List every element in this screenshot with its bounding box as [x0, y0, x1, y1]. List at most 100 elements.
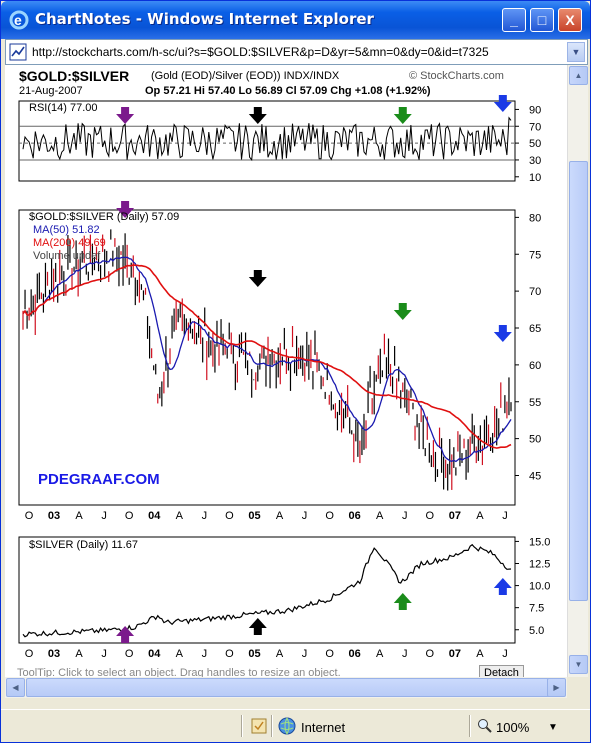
- status-bar: Internet 100% ▼: [1, 709, 590, 742]
- silver-xtick-label: J: [202, 648, 208, 660]
- price-xtick-label: O: [125, 510, 134, 522]
- price-xtick-label: A: [176, 510, 184, 522]
- price-xtick-label: J: [101, 510, 107, 522]
- price-down-arrow: [393, 303, 412, 320]
- silver-xtick-label: A: [75, 648, 83, 660]
- ma200-label: MA(200) 49.69: [33, 237, 106, 249]
- ma200-line: [22, 264, 512, 449]
- silver-label: $SILVER (Daily) 11.67: [29, 539, 139, 551]
- chart-graphic[interactable]: 10 30 50 70 90 45 50 55 60 65 70 75 80 5.0 7.5 10.0 12.5…: [5, 65, 567, 677]
- vertical-scrollbar[interactable]: ▲ ▼: [567, 65, 588, 677]
- rsi-down-arrow: [393, 107, 412, 124]
- chart-page: $GOLD:$SILVER (Gold (EOD)/Silver (EOD)) …: [5, 65, 567, 677]
- price-xtick-label: A: [376, 510, 384, 522]
- silver-xtick-label: A: [376, 648, 384, 660]
- rsi-ytick-label: 50: [529, 138, 541, 150]
- scroll-down-button[interactable]: ▼: [569, 655, 588, 674]
- rsi-ytick-label: 70: [529, 121, 541, 133]
- status-divider: [271, 715, 273, 737]
- silver-line: [22, 543, 512, 638]
- rsi-down-arrow: [493, 95, 512, 112]
- rsi-ytick-label: 10: [529, 172, 541, 184]
- silver-ytick-label: 12.5: [529, 559, 550, 571]
- tooltip-hint: ToolTip: Click to select an object. Drag…: [17, 667, 341, 677]
- vertical-scroll-thumb[interactable]: [569, 161, 588, 601]
- price-ytick-label: 45: [529, 471, 541, 483]
- silver-xtick-label: O: [225, 648, 234, 660]
- price-xtick-label: J: [202, 510, 208, 522]
- silver-xtick-label: A: [276, 648, 284, 660]
- minimize-button[interactable]: _: [502, 8, 526, 32]
- silver-xtick-label: 04: [148, 648, 161, 660]
- price-xtick-label: J: [402, 510, 408, 522]
- price-xtick-label: 06: [349, 510, 361, 522]
- url-text[interactable]: http://stockcharts.com/h-sc/ui?s=$GOLD:$…: [32, 45, 489, 59]
- maximize-button[interactable]: □: [530, 8, 554, 32]
- silver-xtick-label: J: [101, 648, 107, 660]
- price-xtick-label: A: [276, 510, 284, 522]
- scroll-up-button[interactable]: ▲: [569, 66, 588, 85]
- silver-xtick-label: 06: [349, 648, 361, 660]
- status-divider: [469, 715, 471, 737]
- silver-xtick-label: O: [426, 648, 435, 660]
- scrollbar-corner: [567, 677, 588, 698]
- rsi-down-arrow: [116, 107, 135, 124]
- silver-ytick-label: 5.0: [529, 625, 544, 637]
- ie-logo-icon: e: [9, 10, 29, 30]
- price-down-arrow: [116, 201, 135, 218]
- chart-description: (Gold (EOD)/Silver (EOD)) INDX/INDX: [151, 70, 340, 82]
- rsi-ytick-label: 30: [529, 155, 541, 167]
- scroll-right-button[interactable]: ▶: [547, 678, 566, 697]
- price-xtick-label: O: [225, 510, 234, 522]
- silver-xtick-label: J: [402, 648, 408, 660]
- watermark-text: PDEGRAAF.COM: [38, 471, 160, 488]
- rsi-down-arrow: [248, 107, 267, 124]
- silver-xtick-label: A: [176, 648, 184, 660]
- silver-xtick-label: O: [325, 648, 334, 660]
- ma50-line: [22, 256, 512, 463]
- detach-button[interactable]: Detach: [479, 665, 524, 677]
- silver-up-arrow: [393, 593, 412, 610]
- silver-ytick-label: 15.0: [529, 536, 550, 548]
- price-xtick-label: J: [302, 510, 308, 522]
- close-button[interactable]: X: [558, 8, 582, 32]
- zoom-level[interactable]: 100%: [496, 720, 530, 735]
- price-xtick-label: 07: [449, 510, 461, 522]
- silver-xtick-label: O: [25, 648, 34, 660]
- chart-page-icon: [9, 43, 27, 61]
- security-zone: Internet: [301, 720, 346, 735]
- volume-label: Volume undef: [33, 250, 101, 262]
- zoom-icon[interactable]: [477, 718, 493, 734]
- chart-date: 21-Aug-2007: [19, 85, 83, 97]
- rsi-label: RSI(14) 77.00: [29, 102, 98, 114]
- scroll-left-button[interactable]: ◀: [6, 678, 25, 697]
- quote-line: Op 57.21 Hi 57.40 Lo 56.89 Cl 57.09 Chg …: [145, 85, 431, 97]
- protected-mode-icon: [251, 718, 267, 734]
- window-title: ChartNotes - Windows Internet Explorer: [35, 10, 374, 28]
- horizontal-scroll-thumb[interactable]: [26, 678, 556, 697]
- silver-up-arrow: [493, 578, 512, 595]
- svg-text:e: e: [14, 12, 22, 28]
- address-dropdown-button[interactable]: ▼: [567, 42, 585, 62]
- silver-xtick-label: 07: [449, 648, 461, 660]
- silver-xtick-label: 03: [48, 648, 60, 660]
- zoom-dropdown-icon[interactable]: ▼: [548, 722, 558, 733]
- silver-panel-frame: [18, 536, 516, 644]
- rsi-ytick-label: 90: [529, 104, 541, 116]
- silver-ytick-label: 10.0: [529, 581, 550, 593]
- brand-label: © StockCharts.com: [409, 70, 504, 82]
- price-ytick-label: 75: [529, 249, 541, 261]
- price-panel-frame: [18, 209, 516, 506]
- silver-up-arrow: [248, 618, 267, 635]
- price-down-arrow: [248, 270, 267, 287]
- price-xtick-label: A: [476, 510, 484, 522]
- address-bar[interactable]: http://stockcharts.com/h-sc/ui?s=$GOLD:$…: [5, 39, 588, 65]
- horizontal-scrollbar[interactable]: ◀ ▶: [5, 677, 567, 698]
- price-label: $GOLD:$SILVER (Daily) 57.09: [29, 211, 180, 223]
- price-xtick-label: J: [502, 510, 508, 522]
- price-ytick-label: 50: [529, 434, 541, 446]
- silver-xtick-label: J: [502, 648, 508, 660]
- title-bar[interactable]: e ChartNotes - Windows Internet Explorer…: [1, 1, 590, 39]
- price-ytick-label: 70: [529, 286, 541, 298]
